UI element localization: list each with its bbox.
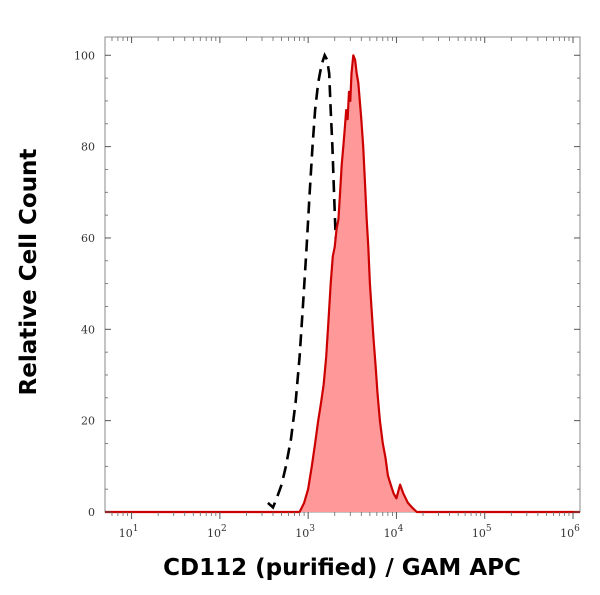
x-tick-label: 101 [119,524,139,540]
series-layer [105,52,580,514]
x-tick-label: 104 [384,524,404,540]
y-tick-label: 80 [81,141,95,154]
y-tick-label: 60 [81,232,95,245]
series-stained-line [105,54,580,514]
y-tick-label: 0 [88,506,95,519]
y-axis-ticks: 0 20 40 60 80 100 [74,49,580,519]
y-tick-label: 40 [81,323,95,336]
x-axis-title: CD112 (purified) / GAM APC [163,555,521,581]
x-tick-label: 106 [560,524,580,540]
x-tick-label: 103 [295,524,315,540]
series-stained-area [105,55,580,513]
x-axis-ticks: 101 102 103 104 105 106 [119,37,580,540]
x-tick-label: 105 [472,524,492,540]
x-tick-label: 102 [207,524,227,540]
y-axis-title: Relative Cell Count [16,149,42,396]
y-tick-label: 100 [74,49,95,62]
y-tick-label: 20 [81,415,95,428]
minor-ticks [105,37,580,516]
